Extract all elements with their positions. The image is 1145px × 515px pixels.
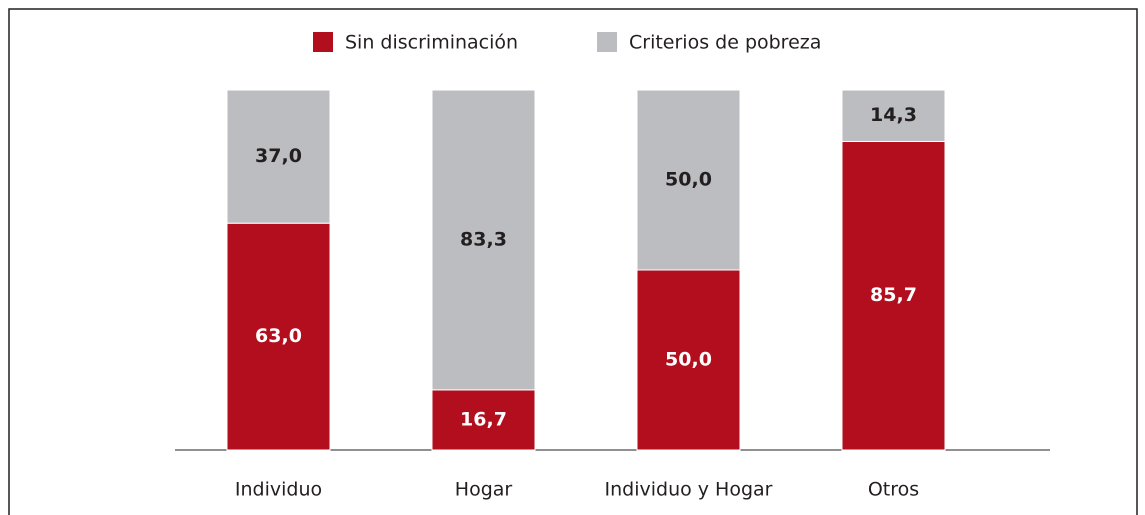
legend-label: Criterios de pobreza [629,32,821,54]
legend-label: Sin discriminación [345,32,518,54]
value-label: 85,7 [870,284,917,306]
value-label: 50,0 [665,349,712,371]
bar-segment [431,89,536,391]
x-tick-label: Individuo y Hogar [605,479,773,501]
x-tick-label: Hogar [455,479,513,501]
legend-swatch [313,32,333,52]
frame [8,8,1138,515]
x-tick-label: Otros [868,479,919,501]
x-tick-label: Individuo [235,479,322,501]
bar-segment [636,269,741,451]
value-label: 83,3 [460,228,507,250]
value-label: 50,0 [665,169,712,191]
bar-segment [636,89,741,271]
value-label: 16,7 [460,408,507,430]
value-label: 14,3 [870,104,917,126]
bar-segment [226,222,331,451]
value-label: 37,0 [255,145,302,167]
value-label: 63,0 [255,325,302,347]
bar-segment [226,89,331,224]
legend-swatch [597,32,617,52]
bar-segment [841,89,946,142]
bar-segment [841,140,946,451]
